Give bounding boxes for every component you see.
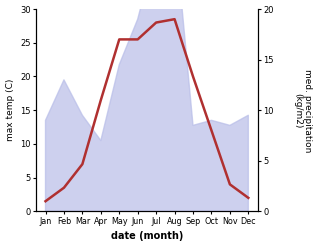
Y-axis label: med. precipitation
(kg/m2): med. precipitation (kg/m2) xyxy=(293,68,313,152)
X-axis label: date (month): date (month) xyxy=(111,231,183,242)
Y-axis label: max temp (C): max temp (C) xyxy=(5,79,15,141)
